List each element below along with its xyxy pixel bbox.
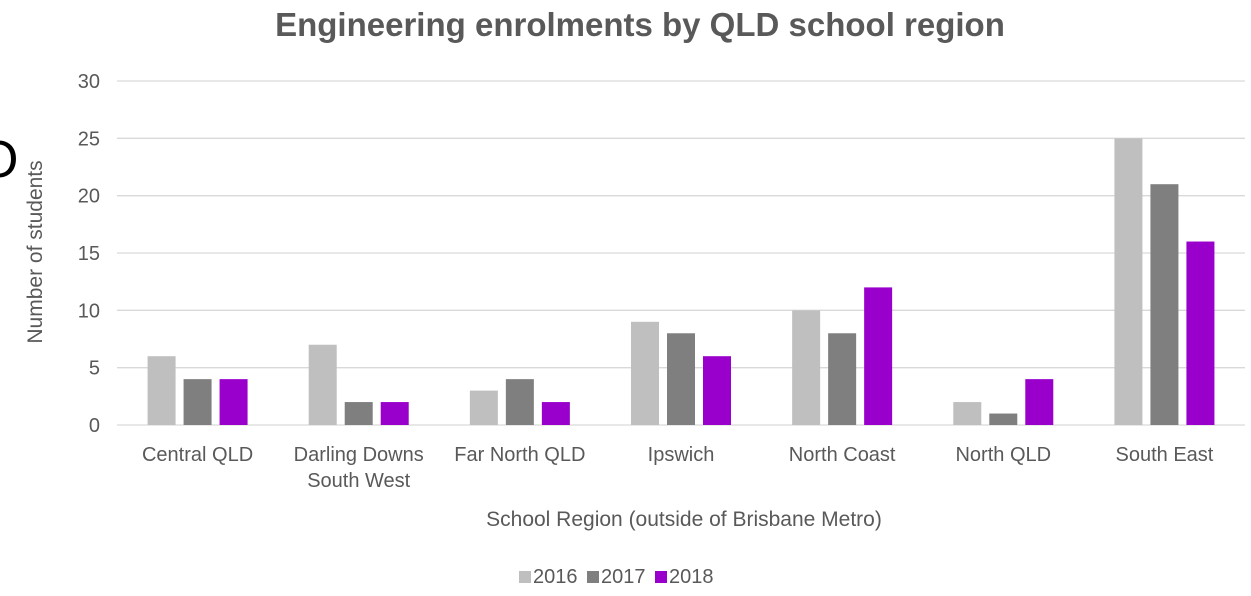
- bar-2018: [219, 379, 248, 425]
- x-tick-label: South East: [1116, 444, 1214, 466]
- legend: 2016 2017 2018: [519, 566, 714, 588]
- x-tick-label: Ipswich: [648, 444, 715, 466]
- x-tick-label: South West: [307, 470, 410, 492]
- y-axis-title: Number of students: [24, 160, 47, 343]
- x-axis-ticks: Central QLD Darling Downs South West Far No…: [142, 444, 1214, 492]
- bar-2017: [989, 413, 1018, 425]
- bar-2017: [505, 379, 534, 425]
- y-axis-ticks: 0 5 10 15 20 25 30: [78, 71, 100, 437]
- legend-swatch-2018: [655, 571, 667, 583]
- bar-2016: [792, 310, 821, 425]
- bar-2018: [864, 287, 893, 425]
- bar-2018: [380, 402, 409, 425]
- bar-2016: [631, 321, 659, 425]
- bar-2017: [1150, 184, 1179, 425]
- cropped-edge-glyph: O: [0, 134, 18, 186]
- x-tick-label: Central QLD: [142, 444, 253, 466]
- x-tick-label: North Coast: [789, 444, 896, 466]
- x-tick-label: Darling Downs: [294, 444, 424, 466]
- y-tick-label: 0: [89, 415, 100, 437]
- x-axis-title: School Region (outside of Brisbane Metro…: [486, 508, 882, 531]
- legend-label: 2016: [533, 566, 578, 588]
- x-tick-label: North QLD: [955, 444, 1051, 466]
- bar-2017: [344, 402, 373, 425]
- y-tick-label: 5: [89, 358, 100, 380]
- bar-2018: [1025, 379, 1054, 425]
- bar-2016: [469, 390, 498, 425]
- bar-2016: [1114, 138, 1143, 426]
- legend-swatch-2017: [587, 571, 599, 583]
- bar-2016: [308, 344, 337, 425]
- bar-2017: [828, 333, 857, 425]
- bar-2016: [147, 356, 176, 425]
- bar-2017: [183, 379, 212, 425]
- legend-label: 2018: [669, 566, 714, 588]
- legend-label: 2017: [601, 566, 646, 588]
- y-tick-label: 20: [78, 186, 100, 208]
- y-tick-label: 15: [78, 243, 100, 265]
- y-tick-label: 30: [78, 71, 100, 93]
- bar-2018: [703, 356, 731, 425]
- bar-2016: [953, 402, 982, 425]
- bar-2018: [1186, 241, 1215, 425]
- chart-title: Engineering enrolments by QLD school reg…: [275, 6, 1005, 43]
- bar-2018: [541, 402, 570, 425]
- bar-2017: [667, 333, 695, 425]
- y-tick-label: 25: [78, 128, 100, 150]
- x-tick-label: Far North QLD: [454, 444, 585, 466]
- legend-swatch-2016: [519, 571, 531, 583]
- bars: [147, 138, 1215, 426]
- y-tick-label: 10: [78, 300, 100, 322]
